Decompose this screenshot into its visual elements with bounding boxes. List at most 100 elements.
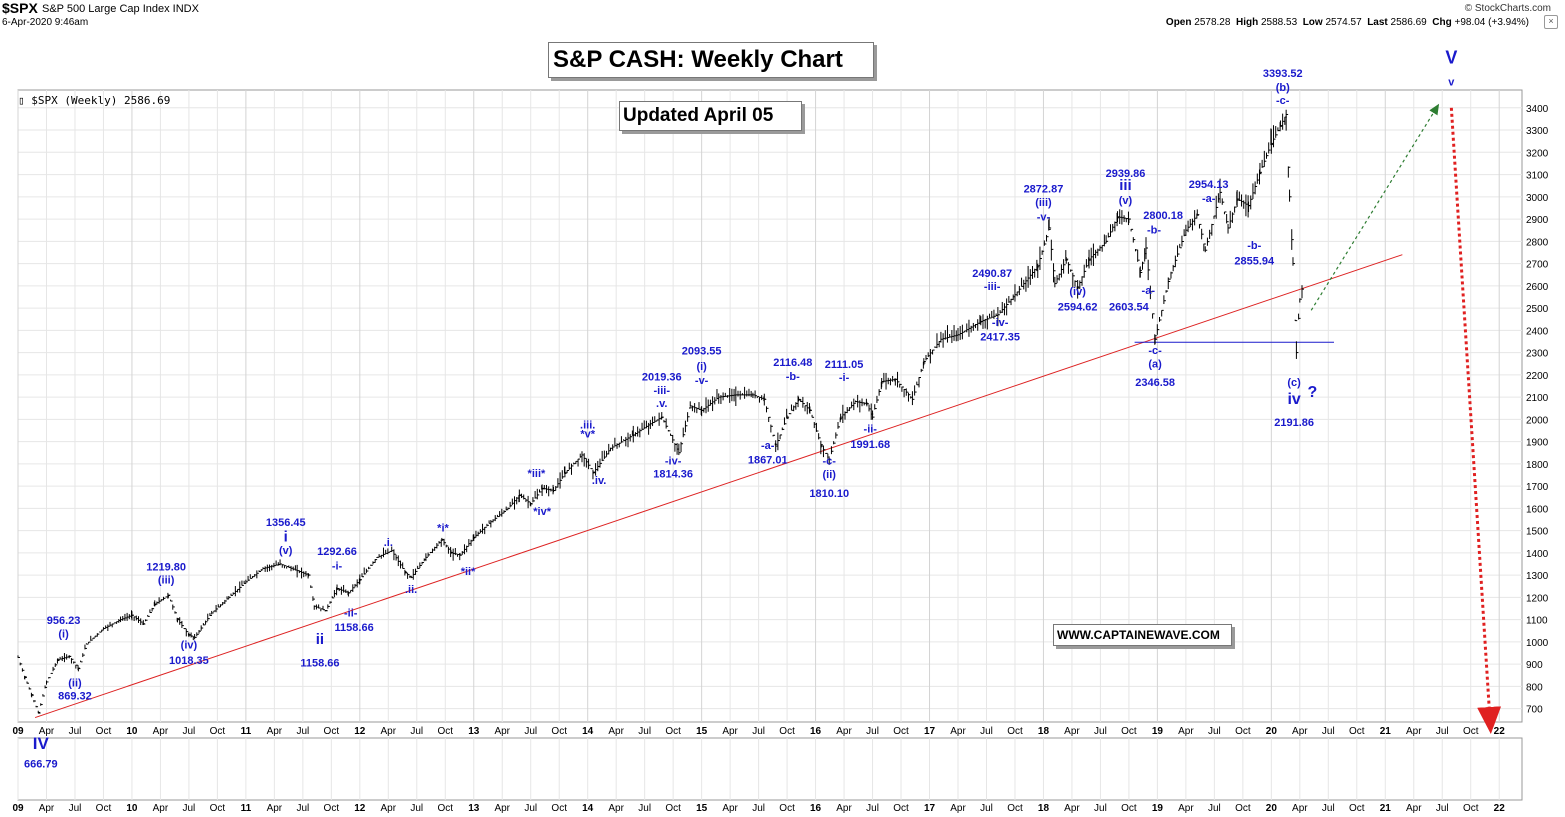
wave-label: 2939.86 bbox=[1106, 168, 1146, 180]
wave-label: -iv- bbox=[665, 455, 682, 467]
stockcharts-credit: © StockCharts.com bbox=[1464, 3, 1551, 14]
wave-label: 1991.68 bbox=[850, 439, 890, 451]
x-tick-label: 15 bbox=[696, 726, 708, 737]
x-tick-label: Jul bbox=[1436, 726, 1449, 737]
x-tick-label: Jul bbox=[866, 803, 879, 814]
wave-label: -b- bbox=[1247, 240, 1261, 252]
x-tick-label: 10 bbox=[126, 726, 138, 737]
x-tick-label: Oct bbox=[1235, 726, 1251, 737]
x-tick-label: Oct bbox=[437, 726, 453, 737]
x-tick-label: Apr bbox=[950, 803, 966, 814]
x-tick-label: Oct bbox=[1349, 803, 1365, 814]
wave-label: IV bbox=[33, 734, 50, 753]
x-tick-label: Oct bbox=[665, 803, 681, 814]
x-tick-label: 13 bbox=[468, 803, 480, 814]
x-tick-label: Jul bbox=[183, 803, 196, 814]
y-tick-label: 2200 bbox=[1526, 371, 1549, 382]
y-tick-label: 1400 bbox=[1526, 549, 1549, 560]
wave-label: iv bbox=[1287, 391, 1300, 408]
wave-label: .v. bbox=[656, 398, 667, 410]
chg-value: +98.04 (+3.94%) bbox=[1454, 17, 1530, 28]
open-label: Open bbox=[1165, 17, 1192, 28]
x-tick-label: Jul bbox=[1436, 803, 1449, 814]
x-tick-label: 20 bbox=[1266, 726, 1278, 737]
y-tick-label: 2700 bbox=[1526, 260, 1549, 271]
x-tick-label: Oct bbox=[1235, 803, 1251, 814]
wave-label: .ii. bbox=[405, 584, 417, 596]
x-tick-label: Apr bbox=[39, 726, 55, 737]
projection-up-arrow bbox=[1310, 103, 1440, 311]
x-tick-label: Oct bbox=[1007, 803, 1023, 814]
wave-label: -iv- bbox=[992, 317, 1009, 329]
x-tick-label: Oct bbox=[96, 726, 112, 737]
x-tick-label: Jul bbox=[1208, 726, 1221, 737]
x-tick-label: Jul bbox=[752, 726, 765, 737]
x-tick-label: Oct bbox=[551, 803, 567, 814]
x-tick-label: Oct bbox=[779, 803, 795, 814]
chart-symbol: $SPX bbox=[2, 0, 38, 16]
x-tick-label: Oct bbox=[210, 803, 226, 814]
wave-label: 1867.01 bbox=[748, 454, 788, 466]
wave-label: -iii- bbox=[984, 281, 1001, 293]
wave-label: 2191.86 bbox=[1274, 417, 1314, 429]
wave-label: -v- bbox=[1037, 211, 1051, 223]
wave-label: 2019.36 bbox=[642, 371, 682, 383]
close-icon[interactable]: × bbox=[1544, 15, 1558, 29]
x-tick-label: 18 bbox=[1038, 726, 1050, 737]
y-tick-label: 2000 bbox=[1526, 415, 1549, 426]
high-label: High bbox=[1235, 17, 1259, 28]
x-tick-label: Jul bbox=[638, 803, 651, 814]
wave-label: -c- bbox=[823, 456, 837, 468]
x-tick-label: Jul bbox=[183, 726, 196, 737]
y-tick-label: 2900 bbox=[1526, 215, 1549, 226]
x-tick-label: Apr bbox=[381, 803, 397, 814]
x-tick-label: Apr bbox=[608, 803, 624, 814]
wave-label: 1814.36 bbox=[653, 469, 693, 481]
wave-label: 2800.18 bbox=[1143, 210, 1183, 222]
wave-label: *v* bbox=[580, 429, 595, 441]
y-tick-label: 1300 bbox=[1526, 571, 1549, 582]
x-tick-label: Oct bbox=[96, 803, 112, 814]
x-tick-label: Oct bbox=[551, 726, 567, 737]
x-tick-label: Oct bbox=[210, 726, 226, 737]
chg-label: Chg bbox=[1432, 17, 1452, 28]
x-tick-label: 12 bbox=[354, 803, 366, 814]
x-tick-label: 14 bbox=[582, 803, 594, 814]
x-tick-label: Jul bbox=[980, 803, 993, 814]
x-tick-label: Apr bbox=[608, 726, 624, 737]
x-tick-label: Oct bbox=[779, 726, 795, 737]
x-tick-label: Jul bbox=[296, 726, 309, 737]
wave-label: 2594.62 bbox=[1058, 301, 1098, 313]
quote-summary: Open 2578.28 High 2588.53 Low 2574.57 La… bbox=[1166, 17, 1529, 28]
x-tick-label: Jul bbox=[296, 803, 309, 814]
open-value: 2578.28 bbox=[1194, 17, 1231, 28]
x-tick-label: Apr bbox=[1406, 726, 1422, 737]
wave-label: ? bbox=[1307, 384, 1317, 401]
wave-label: 2954.13 bbox=[1189, 179, 1229, 191]
y-tick-label: 700 bbox=[1526, 705, 1543, 716]
x-tick-label: Apr bbox=[39, 803, 55, 814]
x-tick-label: Jul bbox=[638, 726, 651, 737]
wave-label: iii bbox=[1119, 177, 1132, 194]
x-tick-label: Oct bbox=[324, 803, 340, 814]
x-tick-label: 09 bbox=[12, 726, 24, 737]
x-tick-label: Apr bbox=[381, 726, 397, 737]
x-tick-label: Jul bbox=[1322, 803, 1335, 814]
wave-label: 2603.54 bbox=[1109, 301, 1150, 313]
x-tick-label: Jul bbox=[69, 803, 82, 814]
wave-label: 3393.52 bbox=[1263, 68, 1303, 80]
x-tick-label: Apr bbox=[153, 726, 169, 737]
wave-label: v bbox=[1448, 77, 1455, 89]
x-tick-label: Jul bbox=[980, 726, 993, 737]
wave-label: -v- bbox=[695, 375, 709, 387]
x-tick-label: 09 bbox=[12, 803, 24, 814]
high-value: 2588.53 bbox=[1260, 17, 1298, 28]
x-tick-label: Jul bbox=[1322, 726, 1335, 737]
low-value: 2574.57 bbox=[1325, 17, 1362, 28]
y-tick-label: 3300 bbox=[1526, 126, 1549, 137]
y-tick-label: 2100 bbox=[1526, 393, 1549, 404]
wave-label: 1356.45 bbox=[266, 517, 306, 529]
wave-label: (i) bbox=[696, 361, 707, 373]
x-tick-label: Apr bbox=[494, 803, 510, 814]
